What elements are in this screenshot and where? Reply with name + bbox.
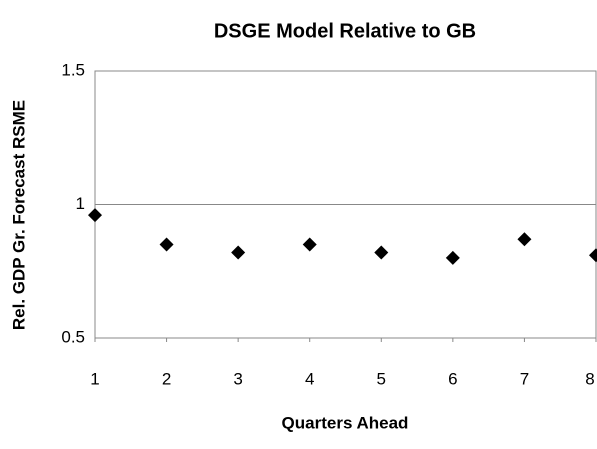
data-point: [231, 245, 246, 260]
data-point: [302, 237, 317, 252]
x-tick-label: 2: [162, 369, 171, 388]
data-point: [159, 237, 174, 252]
y-tick-label: 1.5: [61, 60, 85, 79]
x-tick-label: 6: [448, 369, 457, 388]
y-tick-label: 0.5: [61, 327, 85, 346]
data-point: [374, 245, 389, 260]
x-tick-label: 4: [305, 369, 314, 388]
x-axis-label: Quarters Ahead: [282, 413, 409, 432]
x-tick-label: 7: [520, 369, 529, 388]
x-tick-label: 5: [377, 369, 386, 388]
chart-title: DSGE Model Relative to GB: [214, 20, 476, 42]
data-point: [517, 232, 532, 247]
y-tick-label: 1: [76, 194, 85, 213]
data-point: [589, 248, 597, 263]
x-tick-label: 3: [233, 369, 242, 388]
data-point: [88, 208, 102, 223]
y-axis-label: Rel. GDP Gr. Forecast RSME: [9, 100, 28, 330]
x-tick-label: 1: [90, 369, 99, 388]
data-point: [445, 250, 460, 265]
x-tick-label: 8: [585, 369, 594, 388]
